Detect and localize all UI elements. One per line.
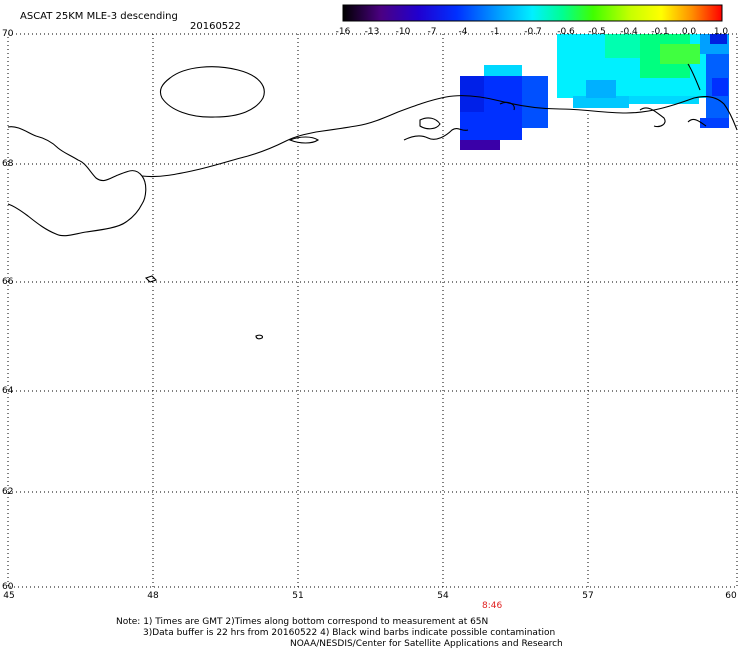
coastline-vaygach [687, 63, 701, 91]
lat-lon-grid [8, 33, 737, 587]
swath-cell [573, 96, 629, 108]
swath-cell [710, 34, 727, 44]
pass-time-label: 8:46 [482, 601, 503, 611]
note-line-2: 3)Data buffer is 22 hrs from 20160522 4)… [143, 628, 556, 638]
wind-data-swath [460, 34, 729, 150]
coastline-mainland-west [7, 126, 147, 237]
lon-label: 57 [582, 591, 594, 601]
colorbar-tick-label: -4 [458, 27, 468, 37]
colorbar-tick-label: -10 [395, 27, 411, 37]
lat-label: 66 [2, 277, 14, 287]
coastline-inlet [403, 128, 469, 141]
lon-label: 60 [725, 591, 737, 601]
note-line-1: Note: 1) Times are GMT 2)Times along bot… [116, 617, 489, 627]
swath-cell [522, 76, 548, 128]
colorbar-tick-label: 1.0 [713, 27, 729, 37]
lon-label: 48 [147, 591, 159, 601]
lon-label: 45 [3, 591, 15, 601]
coastline-bay-east [687, 118, 707, 127]
swath-cell [712, 78, 728, 96]
lon-label: 54 [437, 591, 449, 601]
colorbar-tick-label: -13 [364, 27, 380, 37]
colorbar-tick-label: -7 [427, 27, 437, 37]
colorbar-tick-label: -0.5 [588, 27, 606, 37]
lat-label: 64 [2, 386, 14, 396]
swath-cell [629, 96, 699, 104]
coastline-island [419, 117, 441, 130]
note-line-3: NOAA/NESDIS/Center for Satellite Applica… [290, 639, 563, 649]
lat-label: 60 [2, 582, 14, 592]
map-frame [7, 33, 738, 588]
lat-label: 62 [2, 487, 14, 497]
colorbar-tick-label: -1 [490, 27, 500, 37]
swath-cell [586, 80, 616, 98]
coastline-estuary [639, 107, 666, 128]
colorbar [342, 4, 723, 22]
coastline-river [499, 101, 515, 111]
swath-cell [660, 44, 700, 64]
map-date: 20160522 [190, 21, 241, 32]
swath-cell [460, 128, 522, 140]
colorbar-tick-label: -0.1 [651, 27, 669, 37]
swath-cell [484, 65, 522, 77]
lat-label: 70 [2, 29, 14, 39]
colorbar-tick-label: 0.0 [681, 27, 697, 37]
coastline-mainland-east [141, 95, 738, 178]
map-title: ASCAT 25KM MLE-3 descending [20, 11, 178, 22]
lon-label: 51 [292, 591, 304, 601]
colorbar-tick-label: -0.6 [557, 27, 575, 37]
swath-cell [605, 34, 645, 58]
swath-cell [460, 140, 500, 150]
lat-label: 68 [2, 159, 14, 169]
island-kolguyev [159, 66, 265, 118]
swath-cell [700, 118, 729, 128]
colorbar-tick-label: -0.7 [524, 27, 542, 37]
islet [255, 334, 264, 340]
swath-cell [460, 76, 484, 112]
coastline-bay [288, 136, 319, 144]
coastline [7, 63, 738, 340]
colorbar-tick-label: -16 [335, 27, 351, 37]
colorbar-gradient [342, 4, 723, 22]
islet [144, 275, 158, 283]
colorbar-tick-label: -0.4 [620, 27, 638, 37]
